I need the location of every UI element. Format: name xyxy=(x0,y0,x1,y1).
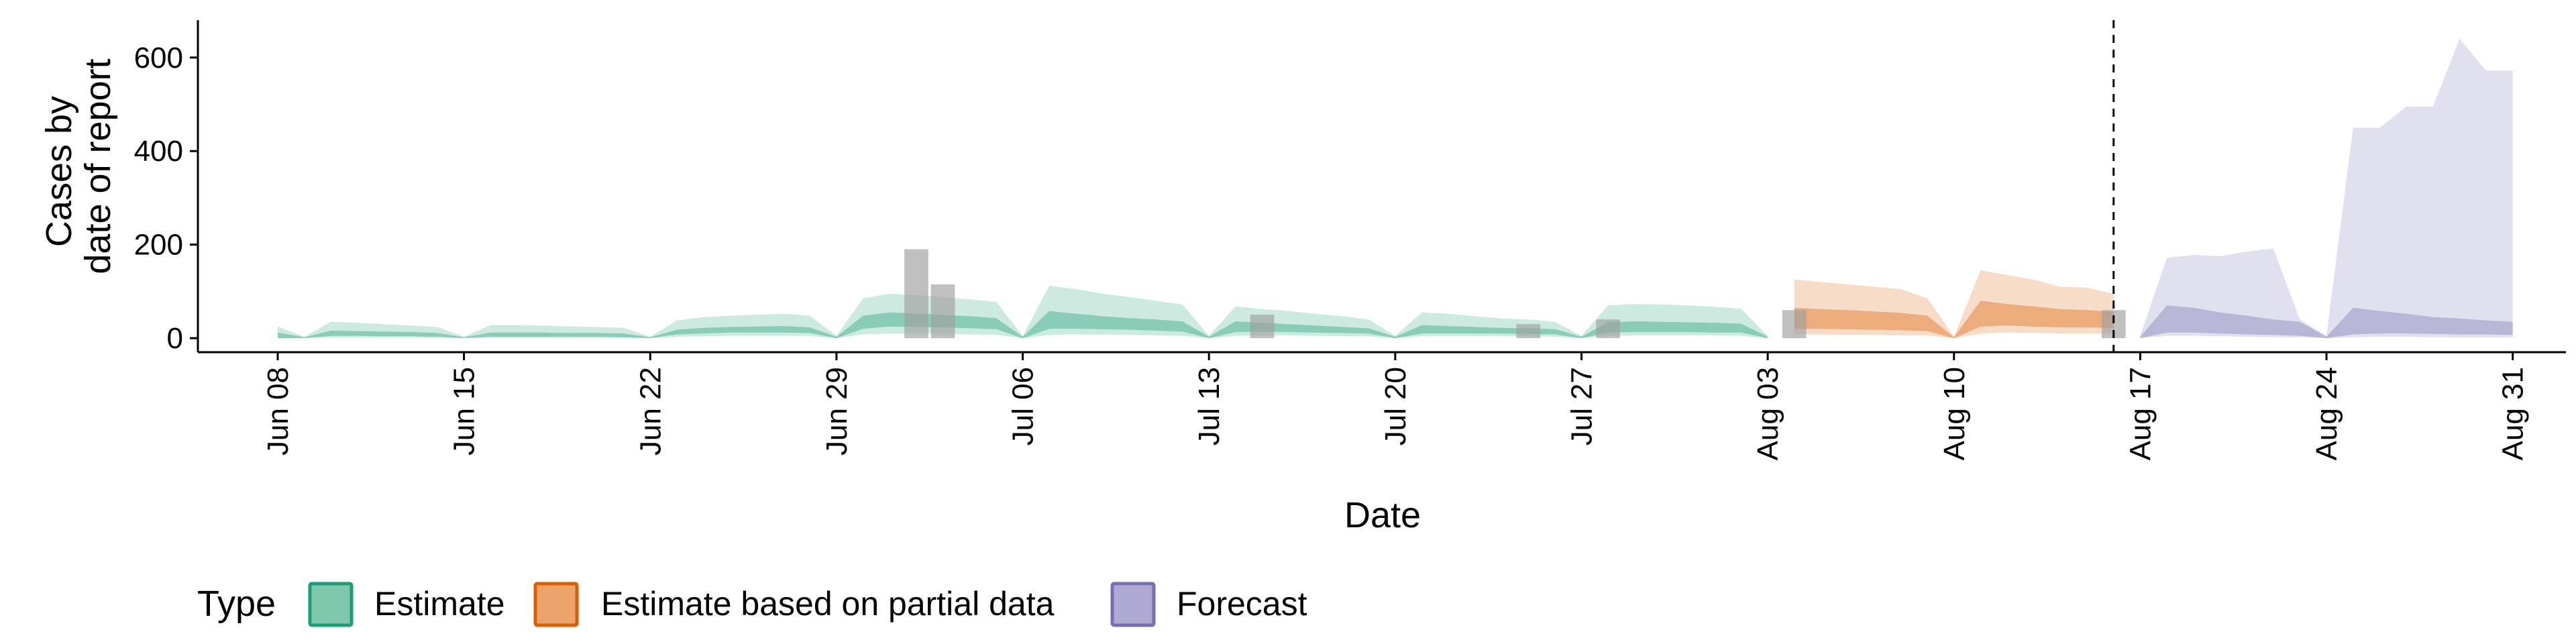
y-tick-label: 200 xyxy=(134,229,183,262)
forecast-ribbon-50 xyxy=(2140,305,2513,339)
observed-bar xyxy=(1516,324,1540,339)
x-tick-label: Jun 29 xyxy=(820,367,853,455)
observed-bar xyxy=(1596,319,1620,339)
x-tick-label: Aug 17 xyxy=(2124,367,2157,460)
legend-label-partial: Estimate based on partial data xyxy=(601,585,1055,623)
observed-bar xyxy=(904,249,928,339)
x-tick-label: Jul 06 xyxy=(1007,367,1040,445)
partial-ribbon-90 xyxy=(1794,270,2114,339)
legend-key-estimate xyxy=(308,582,354,627)
x-tick-label: Jun 15 xyxy=(448,367,481,455)
x-tick-label: Jul 20 xyxy=(1379,367,1412,445)
x-tick-label: Aug 10 xyxy=(1938,367,1971,460)
legend-label-forecast: Forecast xyxy=(1177,585,1307,623)
observed-bar xyxy=(1782,310,1807,339)
legend-label-estimate: Estimate xyxy=(374,585,505,623)
legend-title: Type xyxy=(197,584,276,624)
axes: 0 200 400 600 Jun 08 Jun 15 Jun 22 Jun 29 Jul 0… xyxy=(134,20,2566,460)
x-tick-label: Jun 08 xyxy=(262,367,294,455)
x-tick-label: Aug 31 xyxy=(2497,367,2530,460)
y-axis-ticks: 0 200 400 600 xyxy=(134,42,198,355)
y-axis-title: Cases by date of report xyxy=(39,58,118,274)
x-tick-label: Jul 27 xyxy=(1566,367,1599,445)
observed-bar xyxy=(930,284,955,339)
x-axis-title: Date xyxy=(1344,495,1421,535)
x-tick-label: Jun 22 xyxy=(634,367,667,455)
plot-area xyxy=(278,20,2513,352)
partial-ribbon-50 xyxy=(1794,301,2114,339)
legend-key-forecast xyxy=(1110,582,1156,627)
legend: Type Estimate Estimate based on partial … xyxy=(197,582,1307,627)
x-tick-label: Jul 13 xyxy=(1193,367,1226,445)
y-axis-title-line2: date of report xyxy=(78,58,118,274)
y-axis-title-line1: Cases by xyxy=(39,96,79,247)
y-tick-label: 600 xyxy=(134,42,183,74)
x-tick-label: Aug 03 xyxy=(1752,367,1784,460)
observed-bar xyxy=(1250,315,1275,339)
forecast-ribbon-90 xyxy=(2140,38,2513,339)
y-tick-label: 0 xyxy=(167,322,183,355)
legend-key-partial xyxy=(533,582,579,627)
observed-cases xyxy=(904,249,2126,339)
x-axis-ticks: Jun 08 Jun 15 Jun 22 Jun 29 Jul 06 Jul 13 Jul … xyxy=(262,352,2530,460)
estimate-ribbon-50 xyxy=(278,311,1768,339)
x-tick-label: Aug 24 xyxy=(2310,367,2343,460)
y-tick-label: 400 xyxy=(134,135,183,168)
